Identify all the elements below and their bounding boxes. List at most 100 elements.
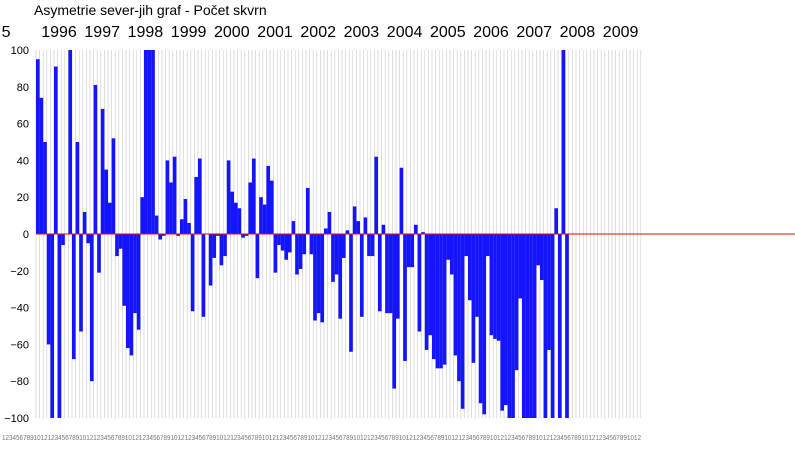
bar — [115, 234, 119, 257]
bar — [165, 160, 170, 234]
bar — [514, 234, 519, 371]
bar — [378, 234, 382, 312]
bar — [97, 234, 101, 273]
bar — [75, 142, 80, 234]
bar — [284, 234, 288, 260]
bar — [532, 234, 537, 418]
y-tick-label: 60 — [17, 119, 29, 131]
bar — [496, 234, 501, 341]
bar — [180, 219, 184, 234]
bar — [291, 221, 296, 234]
bar — [111, 138, 116, 234]
bar — [136, 234, 141, 330]
bar — [536, 234, 540, 266]
y-tick-label: 20 — [17, 192, 29, 204]
bar — [475, 234, 479, 317]
y-tick-label: 80 — [17, 82, 29, 94]
year-label: 2000 — [214, 24, 250, 41]
bar — [36, 59, 40, 235]
bar — [82, 211, 87, 234]
y-tick-label: 100 — [11, 45, 29, 57]
bar — [370, 234, 375, 257]
bar — [331, 234, 335, 282]
y-axis-ticks: 100 80 60 40 20 0 −20 −40 −60 −80 −100 — [4, 45, 29, 425]
year-label: 2002 — [300, 24, 336, 41]
bar — [363, 217, 368, 234]
bar — [108, 202, 112, 234]
bar — [172, 156, 177, 234]
y-tick-label: −20 — [10, 266, 29, 278]
bar — [374, 156, 378, 234]
year-labels: 5 1996 1997 1998 1999 2000 2001 2002 2003 2004 200… — [2, 24, 639, 41]
bar — [406, 234, 411, 268]
bar — [277, 234, 281, 246]
y-tick-label: 0 — [23, 229, 29, 241]
bar — [464, 234, 468, 257]
bar — [266, 165, 270, 234]
bar — [273, 234, 278, 273]
bar — [543, 234, 548, 418]
bar — [183, 199, 188, 234]
bar — [550, 234, 555, 418]
bar — [424, 234, 429, 350]
bar — [403, 234, 407, 361]
bar — [306, 188, 310, 234]
year-label: 5 — [2, 24, 11, 41]
bar — [122, 234, 126, 306]
bar-series — [36, 50, 569, 418]
bar — [68, 50, 72, 234]
bar — [219, 234, 224, 266]
bar — [468, 234, 472, 301]
bar — [140, 197, 144, 234]
bar — [435, 234, 440, 369]
bar — [338, 234, 342, 319]
bar — [302, 234, 306, 255]
bar — [381, 224, 386, 234]
bar — [216, 234, 220, 236]
bar — [169, 182, 173, 234]
bar — [349, 234, 353, 352]
bar — [198, 158, 202, 234]
bar — [226, 160, 231, 234]
bar — [421, 232, 425, 234]
bar — [500, 234, 504, 411]
bar — [324, 228, 328, 234]
bar — [129, 234, 134, 356]
bar — [201, 234, 206, 317]
bar — [316, 234, 321, 314]
year-label: 2006 — [473, 24, 509, 41]
year-label: 2005 — [430, 24, 466, 41]
chart-title: Asymetrie sever-jih graf - Počet skvrn — [34, 2, 267, 18]
bar — [547, 234, 551, 350]
bar — [489, 234, 494, 336]
bar — [504, 234, 508, 406]
bar — [194, 176, 198, 234]
bar — [61, 234, 65, 246]
bar — [399, 167, 404, 234]
y-tick-label: 40 — [17, 155, 29, 167]
bar — [388, 234, 393, 314]
bar — [248, 182, 252, 234]
y-tick-label: −40 — [10, 303, 29, 315]
year-label: 2007 — [516, 24, 552, 41]
bar — [414, 224, 418, 234]
bar — [270, 180, 274, 234]
bar — [439, 234, 443, 369]
bar — [558, 234, 562, 418]
bar — [507, 234, 512, 418]
bar — [57, 234, 62, 418]
year-label: 2008 — [560, 24, 596, 41]
bar — [442, 234, 447, 365]
bar — [241, 234, 245, 238]
bar — [39, 97, 44, 234]
bar — [518, 234, 522, 299]
bar — [162, 234, 166, 236]
year-label: 1997 — [84, 24, 120, 41]
year-label: 1999 — [171, 24, 207, 41]
bar — [46, 234, 51, 345]
bar — [478, 234, 483, 404]
bar — [223, 234, 227, 257]
bar — [511, 234, 515, 418]
